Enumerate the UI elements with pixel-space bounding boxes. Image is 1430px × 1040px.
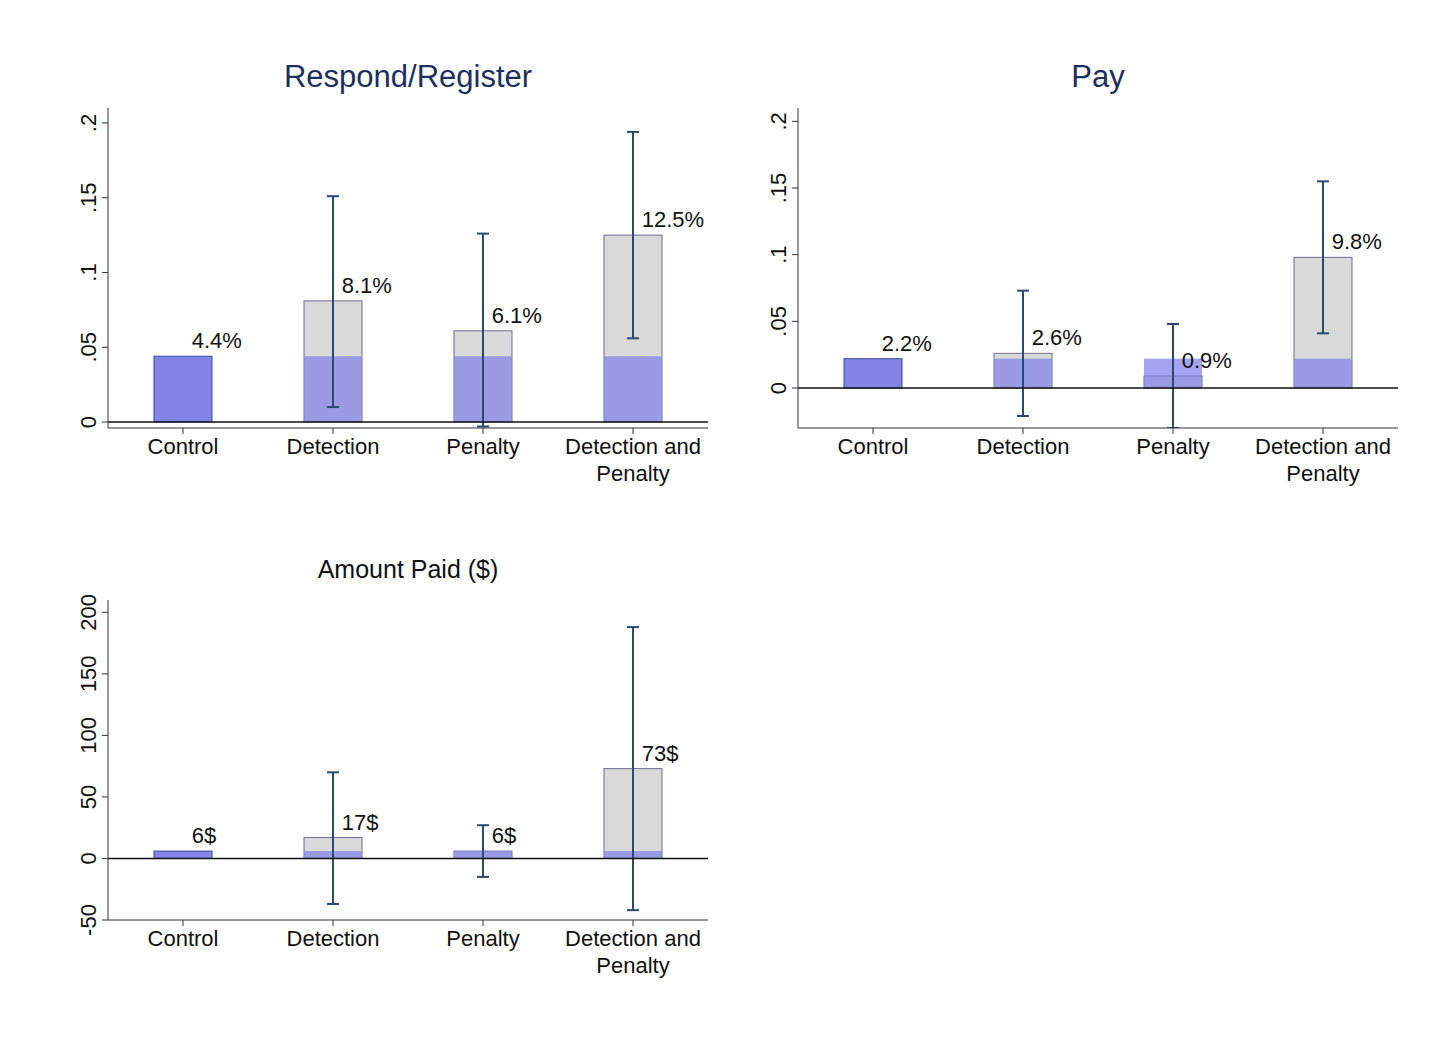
html-text:Amount Paid ($): Amount Paid ($) bbox=[317, 555, 499, 583]
svg-text:Control: Control bbox=[148, 926, 219, 951]
svg-text:Detection andPenalty: Detection andPenalty bbox=[565, 434, 701, 486]
svg-text:100: 100 bbox=[76, 717, 101, 754]
svg-text:2.2%: 2.2% bbox=[882, 331, 932, 356]
svg-text:.1: .1 bbox=[76, 263, 101, 281]
svg-text:.15: .15 bbox=[76, 182, 101, 213]
svg-text:Detection: Detection bbox=[977, 434, 1070, 459]
svg-text:Control: Control bbox=[148, 434, 219, 459]
svg-text:6$: 6$ bbox=[492, 823, 516, 848]
html-text:Respond/Register: Respond/Register bbox=[283, 59, 533, 94]
svg-text:.05: .05 bbox=[76, 332, 101, 363]
svg-text:12.5%: 12.5% bbox=[642, 207, 704, 232]
svg-text:Detection andPenalty: Detection andPenalty bbox=[565, 926, 701, 978]
svg-text:4.4%: 4.4% bbox=[192, 328, 242, 353]
svg-text:6.1%: 6.1% bbox=[492, 303, 542, 328]
svg-text:200: 200 bbox=[76, 594, 101, 631]
svg-text:2.6%: 2.6% bbox=[1032, 325, 1082, 350]
svg-text:Detection andPenalty: Detection andPenalty bbox=[1255, 434, 1391, 486]
svg-text:6$: 6$ bbox=[192, 823, 216, 848]
html-text:Pay: Pay bbox=[1071, 59, 1125, 94]
svg-text:0: 0 bbox=[76, 416, 101, 428]
svg-text:.1: .1 bbox=[766, 245, 791, 263]
svg-text:.2: .2 bbox=[76, 114, 101, 132]
svg-text:Detection: Detection bbox=[287, 434, 380, 459]
svg-text:.2: .2 bbox=[766, 112, 791, 130]
svg-text:Penalty: Penalty bbox=[446, 926, 519, 951]
svg-text:9.8%: 9.8% bbox=[1332, 229, 1382, 254]
svg-text:150: 150 bbox=[76, 655, 101, 692]
svg-text:-50: -50 bbox=[76, 904, 101, 936]
svg-text:0: 0 bbox=[766, 382, 791, 394]
svg-text:0.9%: 0.9% bbox=[1182, 348, 1232, 373]
svg-text:.15: .15 bbox=[766, 173, 791, 204]
svg-text:Detection: Detection bbox=[287, 926, 380, 951]
svg-text:.05: .05 bbox=[766, 306, 791, 337]
svg-text:Penalty: Penalty bbox=[1136, 434, 1209, 459]
svg-text:73$: 73$ bbox=[642, 741, 679, 766]
svg-text:Control: Control bbox=[838, 434, 909, 459]
svg-text:8.1%: 8.1% bbox=[342, 273, 392, 298]
svg-text:17$: 17$ bbox=[342, 810, 379, 835]
svg-text:Penalty: Penalty bbox=[446, 434, 519, 459]
svg-text:50: 50 bbox=[76, 785, 101, 809]
svg-text:0: 0 bbox=[76, 852, 101, 864]
